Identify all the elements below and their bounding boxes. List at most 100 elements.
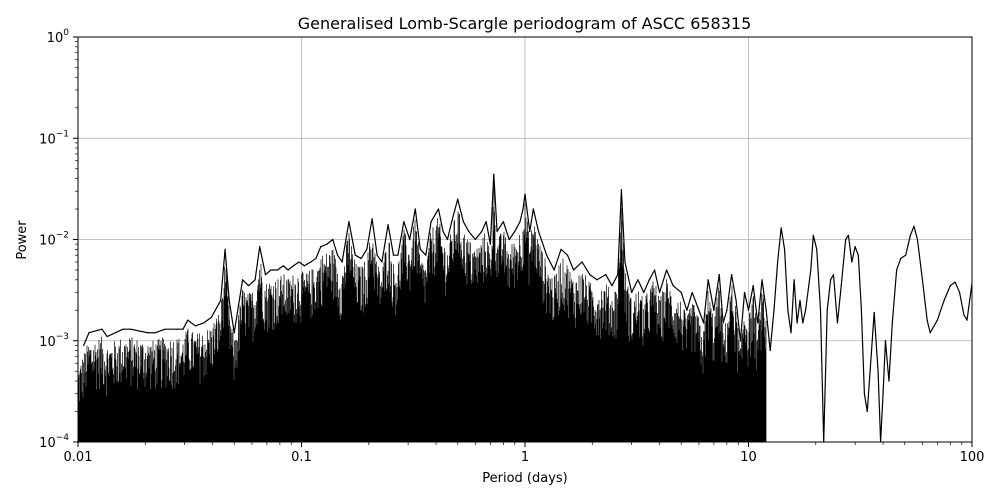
periodogram-point	[310, 261, 312, 263]
periodogram-point	[397, 254, 399, 256]
x-tick-label: 100	[960, 450, 985, 465]
periodogram-point	[826, 309, 828, 311]
periodogram-point	[522, 208, 524, 210]
periodogram-point	[430, 221, 432, 223]
periodogram-point	[780, 227, 782, 229]
periodogram-point	[739, 340, 742, 342]
periodogram-point	[88, 332, 90, 334]
y-tick-label: 100	[47, 28, 70, 46]
periodogram-point	[462, 221, 464, 223]
periodogram-point	[929, 332, 931, 334]
periodogram-point	[298, 261, 300, 263]
periodogram-point	[611, 285, 613, 287]
periodogram-point	[354, 254, 356, 256]
periodogram-point	[620, 189, 623, 191]
periodogram-point	[703, 322, 705, 324]
periodogram-point	[326, 243, 328, 245]
periodogram-point	[474, 238, 477, 241]
periodogram-point	[589, 274, 591, 276]
data-layer	[78, 173, 972, 442]
periodogram-point	[665, 269, 668, 271]
x-axis-label: Period (days)	[482, 471, 568, 486]
periodogram-point	[845, 238, 847, 241]
periodogram-point	[537, 230, 540, 233]
periodogram-point	[866, 410, 868, 413]
periodogram-point	[581, 261, 583, 263]
periodogram-point	[648, 279, 650, 281]
periodogram-point	[248, 285, 250, 287]
periodogram-point	[233, 332, 235, 334]
periodogram-point	[830, 279, 832, 281]
y-tick-label: 10−2	[39, 231, 69, 249]
periodogram-point	[194, 325, 196, 327]
periodogram-point	[905, 254, 907, 256]
periodogram-point	[761, 279, 763, 281]
periodogram-point	[241, 279, 244, 281]
periodogram-point	[276, 269, 278, 271]
periodogram-point	[726, 309, 728, 311]
periodogram-point	[203, 322, 205, 324]
periodogram-point	[680, 291, 682, 294]
periodogram-point	[83, 344, 85, 346]
periodogram-point	[481, 230, 483, 233]
periodogram-point	[332, 238, 334, 241]
periodogram-point	[686, 309, 688, 311]
periodogram-point	[270, 269, 272, 271]
periodogram-point	[287, 269, 289, 271]
x-tick-label: 0.01	[64, 450, 93, 465]
periodogram-point	[419, 248, 421, 250]
periodogram-point	[718, 274, 720, 276]
periodogram-point	[409, 238, 411, 241]
periodogram-point	[790, 332, 792, 334]
periodogram-point	[403, 221, 405, 223]
periodogram-point	[457, 198, 459, 200]
periodogram-point	[381, 261, 383, 263]
y-axis-label: Power	[15, 220, 30, 260]
periodogram-point	[796, 322, 798, 324]
periodogram-point	[954, 281, 956, 283]
periodogram-point	[259, 246, 261, 248]
periodogram-point	[371, 218, 373, 220]
axis-ticks: 0.01 0.1 1 10 100 10−4 10−3 10−2 10−1 100	[39, 28, 984, 465]
periodogram-point	[566, 254, 569, 256]
periodogram-point	[360, 257, 362, 260]
periodogram-point	[596, 279, 598, 281]
y-tick-label: 10−3	[39, 332, 69, 350]
periodogram-point	[658, 291, 661, 294]
periodogram-point	[376, 254, 378, 256]
x-tick-label: 0.1	[291, 450, 312, 465]
periodogram-point	[966, 319, 968, 321]
periodogram-point	[757, 322, 759, 324]
periodogram-point	[442, 230, 444, 233]
periodogram-point	[508, 238, 510, 241]
periodogram-point	[949, 285, 951, 287]
periodogram-point	[254, 279, 256, 281]
periodogram-point	[502, 221, 504, 223]
periodogram-point	[631, 291, 633, 294]
periodogram-point	[573, 269, 575, 271]
periodogram-point	[387, 224, 389, 226]
periodogram-point	[882, 393, 884, 395]
periodogram-point	[884, 340, 887, 342]
periodogram-point	[888, 380, 890, 382]
periodogram-point	[341, 261, 343, 263]
periodogram-point	[926, 319, 928, 321]
periodogram-point	[810, 269, 812, 271]
periodogram-point	[493, 173, 495, 175]
periodogram-point	[777, 261, 779, 263]
periodogram-point	[958, 291, 961, 294]
periodogram-point	[769, 349, 771, 352]
periodogram-point	[812, 234, 814, 236]
periodogram-point	[787, 309, 789, 311]
periodogram-point	[101, 328, 103, 330]
periodogram-point	[514, 230, 516, 233]
periodogram-point	[891, 322, 893, 324]
periodogram-point	[315, 257, 317, 260]
periodogram-point	[210, 316, 212, 319]
periodogram-point	[698, 309, 700, 311]
periodogram-point	[526, 208, 528, 210]
periodogram-point	[130, 328, 132, 330]
periodogram-point	[916, 238, 919, 241]
